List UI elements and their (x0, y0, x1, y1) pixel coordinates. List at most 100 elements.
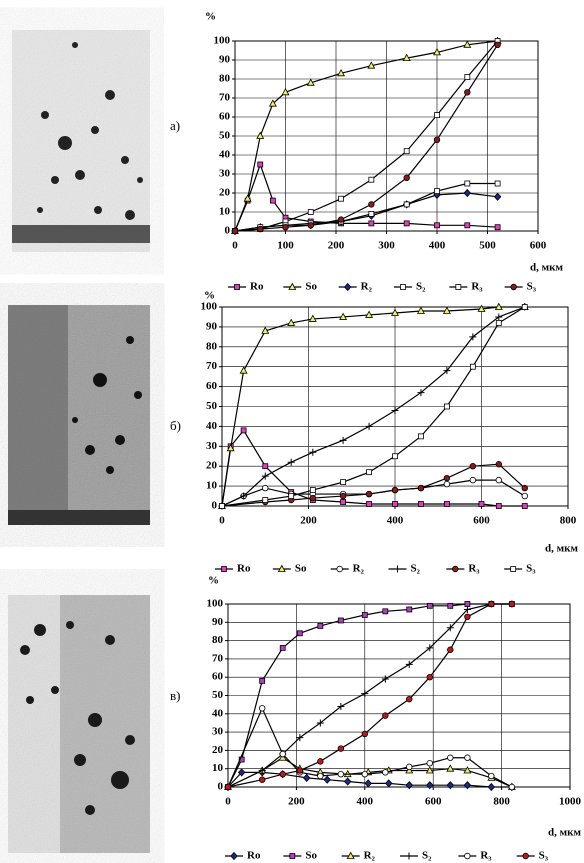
marker (366, 501, 372, 507)
marker (269, 197, 276, 204)
y-tick-label: 70 (219, 92, 231, 104)
marker (361, 690, 369, 698)
y-tick-label: 20 (206, 460, 218, 472)
legend-label: So (305, 850, 317, 862)
y-tick-label: 90 (212, 616, 224, 628)
marker (382, 769, 389, 776)
marker (259, 677, 266, 684)
legend-label: Ro (247, 850, 261, 862)
marker (340, 479, 347, 486)
legend-label: R₂ (353, 563, 365, 575)
x-axis-label: d, мкм (545, 543, 578, 555)
marker (463, 605, 471, 613)
marker (469, 463, 477, 470)
marker (261, 326, 270, 334)
micrograph (8, 595, 150, 853)
marker (463, 40, 472, 48)
marker (402, 53, 411, 61)
series-line (234, 40, 498, 232)
y-tick-label: 50 (219, 130, 231, 142)
x-tick-label: 200 (300, 515, 317, 527)
marker (238, 756, 245, 763)
marker (259, 776, 266, 783)
marker (316, 719, 324, 727)
legend-marker (230, 851, 238, 861)
y-tick-label: 80 (219, 73, 231, 85)
marker (443, 403, 450, 410)
y-tick-label: 10 (212, 762, 224, 774)
marker (337, 770, 345, 778)
y-tick-label: 40 (212, 707, 224, 719)
legend-marker (400, 284, 406, 290)
marker (262, 497, 269, 503)
marker (308, 314, 317, 322)
legend-marker (277, 564, 286, 572)
marker (464, 601, 471, 607)
y-tick-label: 80 (212, 634, 224, 646)
marker (279, 645, 286, 651)
marker (464, 74, 471, 80)
marker (426, 760, 433, 767)
marker (487, 782, 496, 792)
legend-marker (510, 566, 517, 572)
marker (382, 608, 389, 615)
marker (243, 194, 252, 202)
marker (433, 136, 441, 143)
legend-marker (394, 565, 401, 573)
marker (391, 486, 399, 494)
marker (494, 180, 501, 187)
marker (337, 68, 346, 77)
marker (406, 695, 413, 703)
marker (257, 225, 264, 233)
marker (446, 624, 454, 632)
y-tick-label: 0 (212, 500, 218, 512)
marker (262, 484, 269, 492)
marker (403, 201, 410, 208)
marker (365, 490, 373, 498)
marker (384, 779, 393, 788)
legend-label: R₃ (480, 850, 492, 862)
y-tick-label: 40 (206, 420, 218, 432)
marker (447, 646, 454, 653)
series-line (234, 44, 499, 232)
y-tick-label: 20 (212, 744, 224, 756)
marker (417, 389, 425, 397)
marker (405, 660, 413, 668)
marker (339, 436, 347, 444)
marker (494, 224, 501, 231)
marker (296, 734, 304, 742)
marker (382, 712, 389, 719)
legend-label: S₂ (416, 281, 426, 293)
x-tick-label: 100 (277, 240, 294, 252)
marker (368, 176, 375, 183)
legend-marker (522, 852, 529, 860)
marker (434, 222, 440, 229)
micrograph (12, 30, 150, 252)
marker (443, 501, 450, 507)
legend-label: Ro (250, 281, 264, 293)
marker (392, 501, 398, 507)
legend-label: So (295, 563, 307, 575)
marker (469, 363, 476, 370)
marker (258, 767, 266, 775)
marker (339, 312, 348, 320)
marker (521, 304, 528, 310)
marker (464, 754, 471, 761)
legend-marker (346, 851, 355, 859)
marker (464, 180, 471, 187)
marker (521, 484, 528, 492)
y-tick-label: 60 (206, 380, 218, 392)
series-line (234, 182, 498, 232)
x-tick-label: 0 (219, 515, 225, 527)
panel-label: в) (170, 688, 180, 703)
legend-marker (343, 282, 352, 292)
marker (239, 366, 248, 374)
marker (495, 476, 502, 484)
legend-marker (464, 852, 471, 860)
marker (416, 306, 425, 314)
marker (425, 766, 434, 774)
marker (403, 148, 410, 155)
marker (447, 754, 454, 761)
marker (262, 463, 269, 470)
y-tick-label: 100 (201, 301, 218, 313)
